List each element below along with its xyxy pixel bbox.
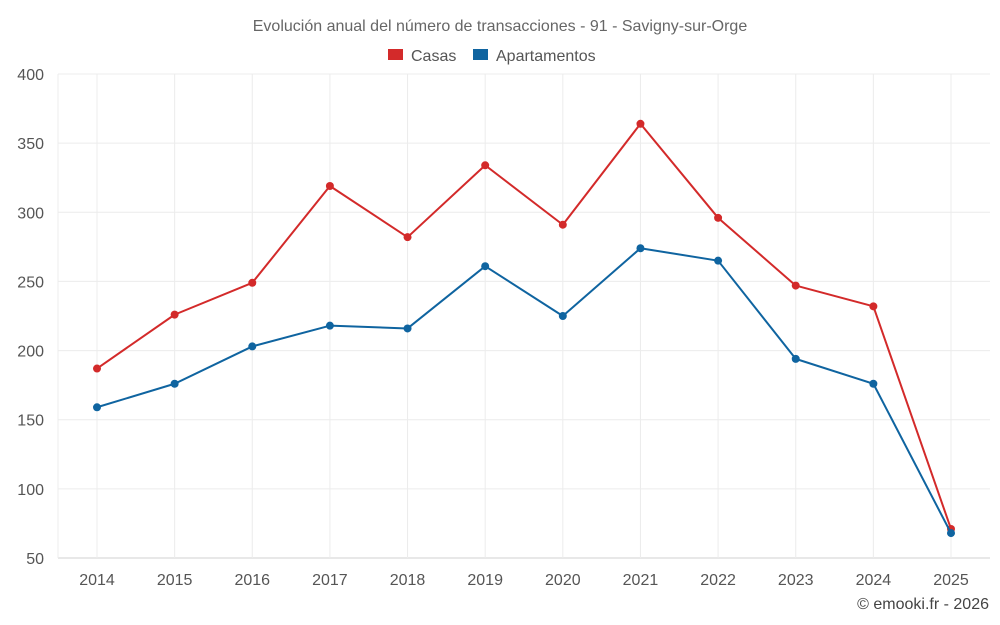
point-casas-2020[interactable] (558, 220, 567, 229)
point-apartamentos-2023[interactable] (791, 354, 800, 363)
point-casas-2014[interactable] (93, 364, 101, 373)
x-tick-label-2014: 2014 (79, 572, 115, 589)
point-apartamentos-2022[interactable] (714, 256, 723, 265)
series-line-apartamentos (96, 247, 952, 534)
legend-swatch-apartamentos (473, 49, 488, 60)
x-tick-label-2020: 2020 (545, 572, 581, 589)
point-casas-2019[interactable] (481, 161, 490, 170)
y-axis-ticks: 50 100 150 200 250 300 350 400 (17, 67, 44, 568)
point-apartamentos-2014[interactable] (93, 403, 101, 412)
x-tick-label-2019: 2019 (467, 572, 503, 589)
point-casas-2018[interactable] (403, 233, 412, 242)
point-apartamentos-2015[interactable] (170, 379, 179, 388)
x-tick-label-2023: 2023 (778, 572, 814, 589)
x-tick-label-2015: 2015 (157, 572, 193, 589)
legend: Casas Apartamentos (388, 48, 596, 65)
legend-label-apartamentos: Apartamentos (496, 48, 596, 65)
point-casas-2015[interactable] (170, 310, 179, 319)
x-tick-label-2025: 2025 (933, 572, 969, 589)
point-apartamentos-2019[interactable] (481, 262, 490, 271)
y-tick-label-300: 300 (17, 205, 44, 222)
x-tick-label-2018: 2018 (390, 572, 426, 589)
y-tick-label-350: 350 (17, 136, 44, 153)
y-tick-label-400: 400 (17, 67, 44, 84)
series-line-casas (96, 122, 952, 530)
grid (57, 73, 990, 559)
x-axis-ticks: 2014 2015 2016 2017 2018 2019 2020 2021 2022 2023… (79, 572, 969, 589)
y-tick-label-50: 50 (26, 551, 44, 568)
y-tick-label-150: 150 (17, 413, 44, 430)
x-tick-label-2016: 2016 (234, 572, 270, 589)
point-casas-2017[interactable] (325, 182, 334, 191)
chart-title: Evolución anual del número de transaccio… (253, 18, 748, 35)
x-tick-label-2021: 2021 (623, 572, 659, 589)
point-casas-2023[interactable] (791, 281, 800, 290)
point-apartamentos-2016[interactable] (248, 342, 257, 351)
point-casas-2016[interactable] (248, 278, 257, 287)
legend-label-casas: Casas (411, 48, 456, 65)
credit-text: © emooki.fr - 2026 (857, 596, 989, 613)
x-tick-label-2017: 2017 (312, 572, 348, 589)
point-casas-2024[interactable] (869, 302, 878, 311)
legend-swatch-casas (388, 49, 403, 60)
series-layer (93, 119, 955, 538)
y-tick-label-100: 100 (17, 482, 44, 499)
point-casas-2021[interactable] (636, 119, 645, 128)
point-apartamentos-2021[interactable] (636, 244, 645, 253)
point-apartamentos-2018[interactable] (403, 324, 412, 333)
point-apartamentos-2017[interactable] (325, 321, 334, 330)
x-tick-label-2024: 2024 (856, 572, 892, 589)
y-tick-label-200: 200 (17, 344, 44, 361)
x-tick-label-2022: 2022 (700, 572, 736, 589)
y-tick-label-250: 250 (17, 274, 44, 291)
point-casas-2022[interactable] (714, 213, 723, 222)
point-apartamentos-2020[interactable] (558, 312, 567, 320)
point-apartamentos-2025[interactable] (947, 529, 955, 538)
point-apartamentos-2024[interactable] (869, 379, 878, 388)
